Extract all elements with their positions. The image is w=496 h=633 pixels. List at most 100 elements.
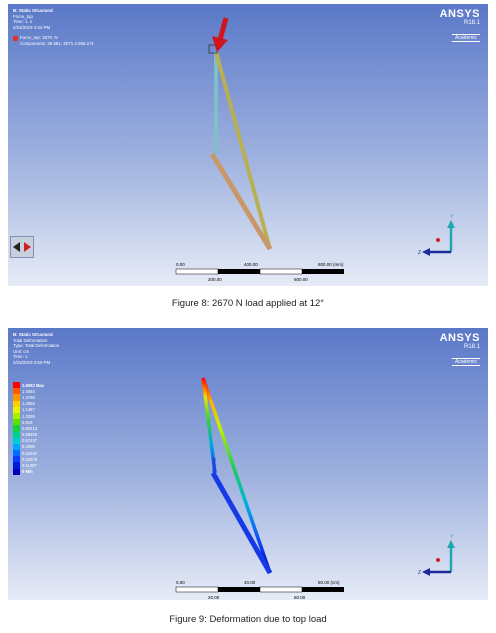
legend-value: 0 Min bbox=[22, 469, 33, 475]
info-line: Unit: cm bbox=[13, 348, 30, 354]
legend-color-swatch bbox=[13, 400, 20, 407]
info-line: 2/15/2019 3:34 PM bbox=[13, 24, 51, 30]
legend-entry: 0.11487 bbox=[13, 462, 44, 469]
legend-entry: 0.22975 bbox=[13, 456, 44, 463]
diagonal-member bbox=[214, 51, 272, 250]
triad-z-label: Z bbox=[418, 570, 421, 576]
release: R18.1 bbox=[463, 344, 480, 350]
legend-entry: 0.80413 bbox=[13, 425, 44, 432]
viewport-figure-9[interactable]: B: Static Structural Total Deformation T… bbox=[8, 328, 488, 600]
figure-8-caption: Figure 8: 2670 N load applied at 12° bbox=[171, 298, 325, 309]
legend-entry: 1.2656 bbox=[13, 400, 44, 407]
coordinate-triad: Y Z bbox=[418, 214, 455, 256]
figure-9-info: B: Static Structural Total Deformation T… bbox=[13, 332, 59, 366]
info-line: 2/15/2019 3:50 PM bbox=[13, 359, 51, 365]
legend-value: 1.0339 bbox=[22, 413, 35, 419]
force-legend-label: Force_top: 2670. N bbox=[20, 35, 58, 41]
analysis-title: B: Static Structural bbox=[13, 8, 53, 13]
legend-value: 0.4595 bbox=[22, 444, 35, 450]
legend-color-swatch bbox=[13, 419, 20, 426]
vertical-member bbox=[201, 377, 217, 474]
legend-entry: 0.57437 bbox=[13, 437, 44, 444]
info-line: Force_top bbox=[13, 13, 33, 19]
triad-z-label: Z bbox=[418, 250, 421, 256]
info-line: Total Deformation bbox=[13, 337, 48, 343]
triad-y-label: Y bbox=[450, 214, 454, 220]
legend-value: 1.4054 bbox=[22, 388, 35, 394]
triad-y-label: Y bbox=[450, 534, 454, 540]
view-navigation[interactable] bbox=[10, 236, 34, 258]
legend-entry: 0 Min bbox=[13, 468, 44, 475]
scale-label: 0.00 bbox=[176, 262, 185, 267]
legend-entry: 0.919 bbox=[13, 419, 44, 426]
legend-color-swatch bbox=[13, 382, 20, 389]
deformation-legend: 1.6092 Max 1.4054 1.3785 1.2656 1.1487 1.0339… bbox=[13, 382, 44, 475]
legend-value: 1.2656 bbox=[22, 401, 35, 407]
legend-color-swatch bbox=[13, 388, 20, 395]
scale-label: 40.00 bbox=[244, 580, 256, 585]
figure-9-caption: Figure 9: Deformation due to top load bbox=[169, 614, 327, 625]
ansys-logo: ANSYS bbox=[439, 8, 480, 20]
legend-value: 1.1487 bbox=[22, 407, 35, 413]
scale-label: 80.00 (cm) bbox=[318, 580, 340, 585]
legend-entry: 1.6092 Max bbox=[13, 382, 45, 389]
legend-color-swatch bbox=[13, 431, 20, 438]
arrow-left-icon[interactable] bbox=[13, 242, 20, 252]
legend-color-swatch bbox=[13, 468, 20, 475]
lower-diagonal-member bbox=[210, 471, 273, 575]
edition: Academic bbox=[452, 34, 480, 42]
legend-entry: 1.3785 bbox=[13, 394, 44, 401]
force-arrow-shaft bbox=[217, 17, 229, 41]
legend-color-swatch bbox=[13, 437, 20, 444]
scale-label: 20.00 bbox=[208, 595, 220, 600]
coordinate-triad: Y Z bbox=[418, 534, 455, 576]
ansys-brand: ANSYS R18.1 Academic bbox=[440, 332, 480, 368]
legend-color-swatch bbox=[13, 412, 20, 420]
legend-entry: 1.1487 bbox=[13, 406, 44, 413]
legend-color-swatch bbox=[13, 462, 20, 469]
legend-color-swatch bbox=[13, 394, 20, 401]
force-arrow-head bbox=[212, 36, 228, 52]
legend-color-swatch bbox=[13, 456, 20, 463]
arrow-right-icon[interactable] bbox=[24, 242, 31, 252]
scale-bar: 0.00 40.00 80.00 (cm) 20.00 60.00 bbox=[175, 580, 344, 600]
scale-label: 800.00 (mm) bbox=[318, 262, 344, 267]
info-line: Time: 1 bbox=[13, 354, 28, 360]
scale-label: 600.00 bbox=[294, 277, 308, 282]
legend-value: 0.80413 bbox=[22, 425, 38, 431]
force-components: Components: 36.581,-2071.4,555.2 N bbox=[20, 40, 94, 46]
legend-value: 0.11487 bbox=[22, 463, 37, 469]
ansys-brand: ANSYS R18.1 Academic bbox=[440, 8, 480, 44]
scale-label: 0.00 bbox=[176, 580, 185, 585]
force-legend-swatch bbox=[13, 35, 18, 41]
deformed-geometry: 0.00 40.00 80.00 (cm) 20.00 60.00 Y Z bbox=[175, 377, 455, 600]
legend-value: 0.919 bbox=[22, 419, 33, 425]
legend-color-swatch bbox=[13, 450, 20, 457]
legend-value: 0.34462 bbox=[22, 450, 38, 456]
viewport-figure-8[interactable]: B: Static Structural Force_top Time: 1. … bbox=[8, 4, 488, 286]
scale-label: 200.00 bbox=[208, 277, 222, 282]
legend-value: 0.22975 bbox=[22, 456, 38, 462]
info-line: Type: Total Deformation bbox=[13, 343, 60, 349]
scale-label: 400.00 bbox=[244, 262, 258, 267]
legend-value: 1.6092 Max bbox=[22, 382, 45, 388]
ansys-logo: ANSYS bbox=[439, 332, 480, 344]
legend-color-swatch bbox=[13, 443, 20, 451]
legend-entry: 0.34462 bbox=[13, 450, 44, 457]
legend-entry: 0.68925 bbox=[13, 431, 44, 438]
info-line: Time: 1. s bbox=[13, 19, 33, 25]
legend-color-swatch bbox=[13, 406, 20, 413]
edition: Academic bbox=[452, 358, 480, 366]
release: R18.1 bbox=[463, 20, 480, 26]
scale-bar: 0.00 400.00 800.00 (mm) 200.00 600.00 bbox=[175, 262, 344, 282]
legend-entry: 0.4595 bbox=[13, 443, 44, 451]
model-geometry: 0.00 400.00 800.00 (mm) 200.00 600.00 Y … bbox=[175, 17, 455, 282]
legend-value: 0.57437 bbox=[22, 438, 38, 444]
legend-color-swatch bbox=[13, 425, 20, 432]
lower-diagonal-member bbox=[209, 152, 273, 251]
diagonal-member bbox=[201, 377, 272, 574]
scale-label: 60.00 bbox=[294, 595, 306, 600]
legend-value: 0.68925 bbox=[22, 432, 38, 438]
legend-value: 1.3785 bbox=[22, 394, 35, 400]
figure-8-info: B: Static Structural Force_top Time: 1. … bbox=[13, 8, 93, 47]
